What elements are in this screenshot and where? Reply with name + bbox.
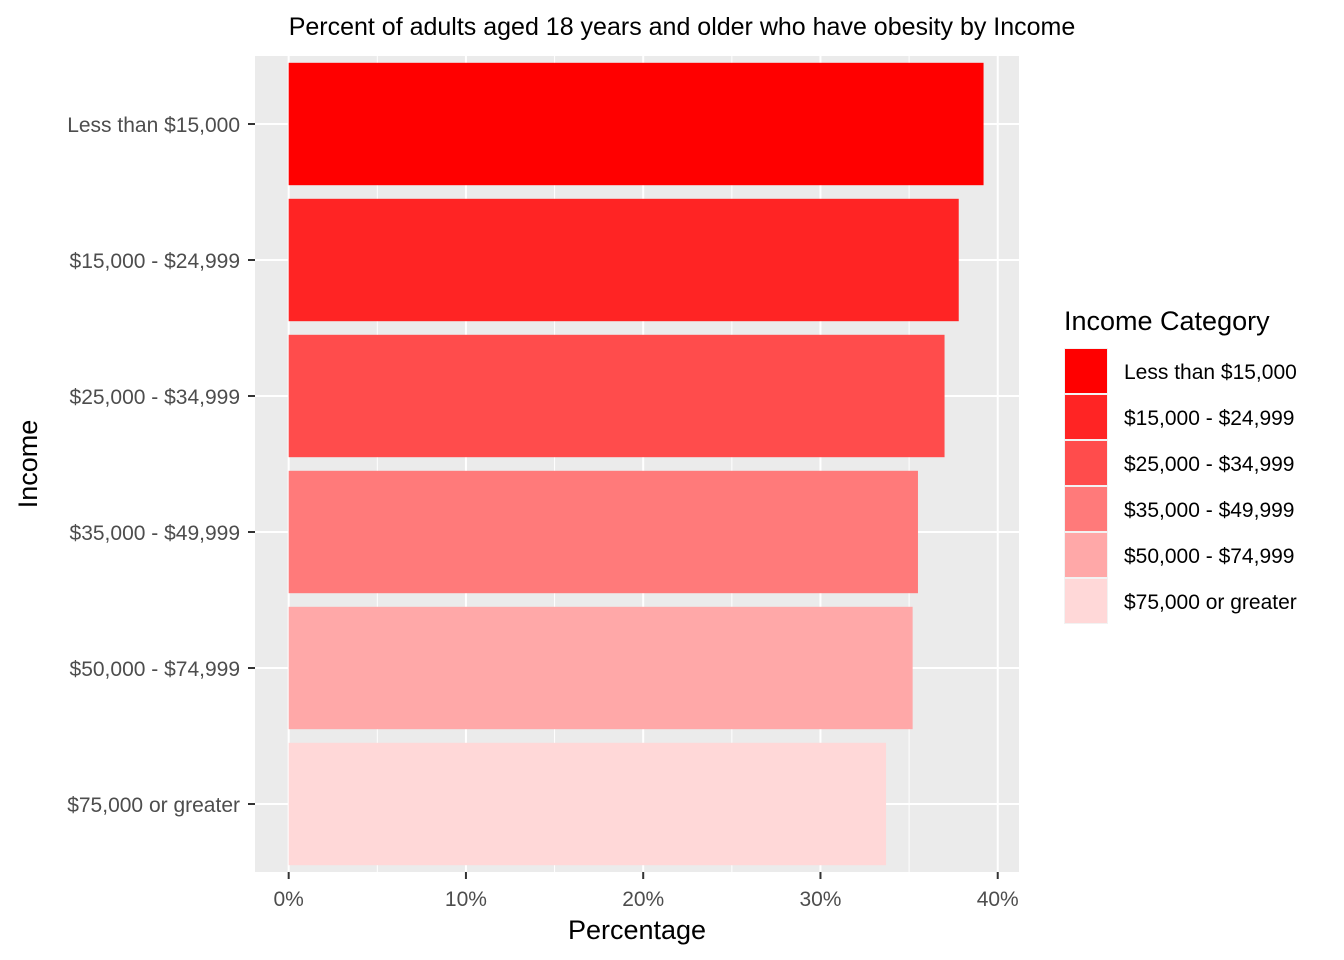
legend-label: $50,000 - $74,999	[1124, 545, 1294, 568]
plot-panel	[255, 56, 1019, 872]
legend-label: $15,000 - $24,999	[1124, 407, 1294, 430]
legend-swatch	[1065, 487, 1107, 531]
y-tick-label: $50,000 - $74,999	[70, 658, 240, 681]
legend-label: $35,000 - $49,999	[1124, 499, 1294, 522]
legend-label: $25,000 - $34,999	[1124, 453, 1294, 476]
bar	[288, 470, 918, 594]
y-tick-label: Less than $15,000	[67, 114, 240, 137]
bar	[288, 334, 945, 458]
bar	[288, 198, 959, 322]
legend-label: Less than $15,000	[1124, 361, 1297, 384]
y-tick-label: $25,000 - $34,999	[70, 386, 240, 409]
legend-items: Less than $15,000 $15,000 - $24,999 $25,00…	[1064, 348, 1297, 624]
y-tick-label: $75,000 or greater	[67, 794, 240, 817]
legend: Income Category Less than $15,000 $15,000…	[1064, 306, 1297, 624]
legend-label: $75,000 or greater	[1124, 591, 1297, 614]
x-axis: 0% 10% 20% 30% 40%	[274, 872, 1019, 911]
chart-title: Percent of adults aged 18 years and olde…	[289, 13, 1076, 41]
x-axis-title: Percentage	[568, 915, 706, 945]
legend-swatch	[1065, 441, 1107, 485]
legend-swatch	[1065, 349, 1107, 393]
legend-swatch	[1065, 533, 1107, 577]
bar	[288, 742, 887, 866]
bar	[288, 62, 984, 186]
y-tick-label: $15,000 - $24,999	[70, 250, 240, 273]
legend-swatch	[1065, 395, 1107, 439]
y-axis-title: Income	[13, 420, 43, 509]
x-tick-label: 0%	[274, 888, 304, 911]
bars-group	[288, 62, 984, 866]
legend-title: Income Category	[1064, 306, 1270, 336]
y-axis: Less than $15,000 $15,000 - $24,999 $25,00…	[67, 114, 255, 817]
bar	[288, 606, 913, 730]
x-tick-label: 30%	[799, 888, 841, 911]
x-tick-label: 40%	[977, 888, 1019, 911]
y-tick-label: $35,000 - $49,999	[70, 522, 240, 545]
x-tick-label: 20%	[622, 888, 664, 911]
legend-swatch	[1065, 579, 1107, 623]
x-tick-label: 10%	[445, 888, 487, 911]
